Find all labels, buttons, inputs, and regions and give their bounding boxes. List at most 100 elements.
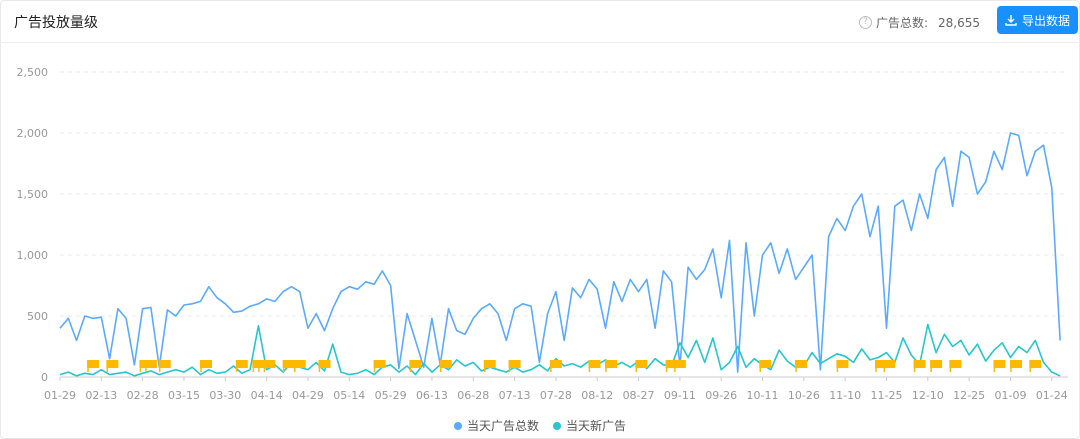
download-icon [1005, 15, 1017, 26]
total-value: 28,655 [938, 15, 980, 30]
event-flag-marker [293, 360, 306, 372]
total-label: 广告总数: [875, 16, 928, 30]
flag-icon [883, 360, 896, 368]
event-flag-marker [508, 360, 521, 372]
flag-icon [949, 360, 962, 368]
x-tick-label: 08-12 [581, 389, 613, 402]
event-flag-marker [993, 360, 1006, 372]
flag-icon [409, 360, 422, 368]
x-tick-label: 07-13 [499, 389, 531, 402]
flag-icon [144, 360, 157, 368]
x-tick-label: 05-14 [333, 389, 365, 402]
flag-icon [318, 360, 331, 368]
event-flag-marker [483, 360, 496, 372]
event-flag-marker [874, 360, 887, 372]
flag-icon [913, 360, 926, 368]
flag-icon [588, 360, 601, 368]
event-flag-marker [263, 360, 276, 372]
series-line-new-ads [59, 323, 1061, 377]
x-tick-label: 12-25 [953, 389, 985, 402]
export-label: 导出数据 [1021, 13, 1070, 28]
x-tick-label: 06-13 [416, 389, 448, 402]
x-tick-label: 06-28 [457, 389, 489, 402]
event-flag-marker [318, 360, 331, 372]
x-tick-label: 08-27 [623, 389, 655, 402]
flag-icon [373, 360, 386, 368]
event-flag-marker [665, 360, 678, 372]
flag-icon [1029, 360, 1042, 368]
x-tick-label: 12-10 [912, 389, 944, 402]
x-tick-label: 09-26 [705, 389, 737, 402]
flag-icon [200, 360, 213, 368]
event-flag-marker [588, 360, 601, 372]
x-tick-label: 10-11 [747, 389, 779, 402]
event-flag-marker [913, 360, 926, 372]
line-chart: 0 500 1,000 1,500 2,000 2,500 01-29 02-13 02-28 0… [17, 66, 1068, 402]
event-flag-marker [158, 360, 171, 372]
flag-icon [836, 360, 849, 368]
y-tick-label: 2,500 [17, 66, 49, 79]
flag-icon [993, 360, 1006, 368]
event-flag-marker [282, 360, 295, 372]
legend-dot [453, 421, 462, 430]
flag-icon [439, 360, 452, 368]
x-tick-label: 03-30 [209, 389, 241, 402]
x-tick-label: 02-28 [127, 389, 159, 402]
event-flag-marker [795, 360, 808, 372]
event-flag-marker [1029, 360, 1042, 372]
page-title: 广告投放量级 [14, 15, 98, 31]
flag-icon [282, 360, 295, 368]
flag-icon [235, 360, 248, 368]
x-tick-label: 01-24 [1036, 389, 1068, 402]
event-flag-marker [87, 360, 100, 372]
y-tick-label: 0 [41, 371, 48, 384]
legend-dot [553, 421, 561, 430]
x-tick-label: 11-10 [829, 389, 861, 402]
x-tick-label: 11-25 [871, 389, 903, 402]
export-button[interactable]: 导出数据 [997, 6, 1078, 34]
x-tick-label: 10-26 [788, 389, 820, 402]
event-flag-marker [759, 360, 772, 372]
flag-icon [930, 360, 943, 368]
x-tick-label: 03-15 [168, 389, 200, 402]
total-stats: ? 广告总数: 28,655 [858, 14, 980, 31]
event-flag-marker [635, 360, 648, 372]
x-tick-label: 01-29 [44, 389, 76, 402]
y-tick-label: 1,000 [17, 249, 49, 262]
y-tick-label: 500 [27, 310, 48, 323]
x-tick-label: 01-09 [994, 389, 1026, 402]
y-tick-label: 1,500 [17, 188, 49, 201]
legend-item-new[interactable]: 当天新广告 [553, 417, 626, 434]
event-flag-marker [144, 360, 157, 372]
event-flag-marker [439, 360, 452, 372]
event-flag-marker [549, 360, 562, 372]
event-flag-marker [949, 360, 962, 372]
event-flag-marker [930, 360, 943, 372]
event-flag-marker [883, 360, 896, 372]
flag-icon [106, 360, 119, 368]
series-line-total-ads [59, 132, 1061, 373]
flag-icon [759, 360, 772, 368]
x-tick-label: 04-14 [251, 389, 283, 402]
flag-icon [605, 360, 617, 368]
event-flag-marker [200, 360, 213, 372]
event-flag-marker [106, 360, 119, 372]
event-flag-marker [836, 360, 849, 372]
flag-icon [635, 360, 648, 368]
legend-label: 当天新广告 [566, 419, 627, 433]
flag-icon [1009, 360, 1022, 368]
flag-icon [795, 360, 808, 368]
x-tick-label: 05-29 [375, 389, 407, 402]
legend-item-total[interactable]: 当天广告总数 [453, 417, 539, 434]
flag-icon [263, 360, 276, 368]
x-tick-label: 02-13 [85, 389, 117, 402]
flag-icon [673, 360, 686, 368]
y-tick-label: 2,000 [17, 127, 49, 140]
legend-label: 当天广告总数 [466, 419, 539, 433]
x-tick-label: 07-28 [540, 389, 572, 402]
flag-icon [87, 360, 100, 368]
event-flag-marker [1009, 360, 1022, 372]
x-tick-label: 04-29 [292, 389, 324, 402]
legend: 当天广告总数 当天新广告 [0, 417, 1080, 434]
question-circle-icon[interactable]: ? [858, 16, 872, 29]
